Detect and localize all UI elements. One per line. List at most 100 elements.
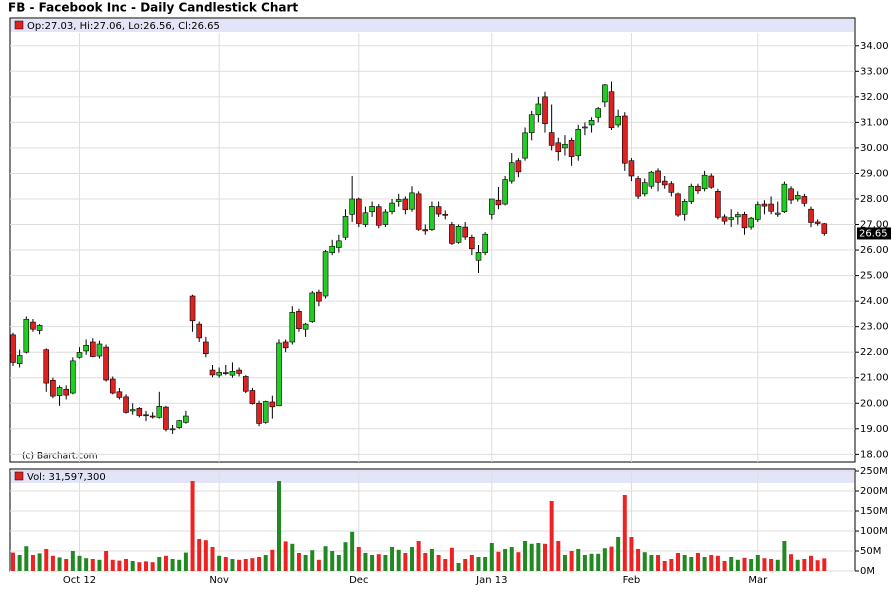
volume-bar: [316, 559, 321, 571]
x-tick-label: Jan 13: [475, 575, 507, 586]
legend-text: Op:27.03, Hi:27.06, Lo:26.56, Cl:26.65: [27, 21, 220, 32]
volume-bar: [223, 557, 228, 571]
volume-bar: [642, 552, 647, 571]
candle-body: [535, 103, 542, 116]
candle-body: [602, 84, 608, 103]
y-tick-label: 30.00: [860, 143, 889, 154]
volume-bar: [243, 559, 248, 571]
volume-bar: [303, 555, 308, 571]
volume-bar: [90, 559, 95, 571]
volume-bar: [230, 559, 235, 571]
candle-body: [183, 415, 189, 423]
volume-bar: [24, 546, 29, 571]
candle-body: [196, 323, 202, 339]
volume-bar: [775, 559, 780, 571]
volume-bar: [609, 546, 614, 571]
candle-body: [269, 401, 276, 408]
volume-bar: [177, 559, 182, 571]
y-tick-label: 23.00: [860, 322, 889, 333]
volume-bar: [283, 541, 288, 571]
candle-body: [342, 216, 349, 238]
volume-bar: [576, 549, 581, 571]
candle-body: [708, 175, 715, 188]
y-tick-label: 27.00: [860, 220, 889, 231]
y-tick-label: 33.00: [860, 66, 889, 77]
volume-bar: [263, 555, 268, 571]
volume-bar: [503, 549, 508, 571]
candle-body: [415, 193, 422, 230]
volume-bar: [323, 546, 328, 571]
volume-bar: [330, 551, 335, 571]
candle-body: [236, 369, 242, 374]
candle-body: [575, 128, 582, 156]
volume-bar: [77, 555, 82, 571]
volume-bar: [749, 559, 754, 571]
volume-bar: [582, 555, 587, 571]
candle-body: [63, 388, 70, 396]
volume-bar: [516, 552, 521, 571]
volume-bar: [669, 559, 674, 571]
volume-bar: [423, 553, 428, 571]
candle-body: [635, 178, 641, 197]
candle-body: [369, 206, 375, 213]
candle-body: [149, 415, 156, 418]
candle-body: [249, 390, 256, 404]
volume-bar: [356, 547, 361, 571]
candle-body: [761, 203, 768, 207]
candle-body: [96, 343, 103, 357]
volume-bar: [549, 501, 554, 571]
candle-body: [30, 321, 36, 330]
volume-bar: [622, 495, 627, 571]
volume-bar: [463, 559, 468, 571]
candle-body: [296, 311, 302, 330]
candle-body: [209, 369, 216, 376]
candle-body: [462, 226, 469, 238]
y-tick-label: 34.00: [860, 41, 889, 52]
y-tick-label: 50M: [860, 546, 881, 557]
x-tick-label: Feb: [623, 575, 641, 586]
candle-body: [276, 342, 282, 407]
legend-swatch: [14, 20, 24, 30]
candle-body: [242, 376, 249, 392]
volume-bar: [755, 555, 760, 571]
candle-body: [216, 372, 222, 376]
volume-bar: [476, 557, 481, 571]
volume-bar: [237, 559, 242, 571]
volume-bar: [416, 541, 421, 571]
y-tick-label: 0M: [860, 566, 875, 577]
volume-bar: [30, 555, 35, 571]
volume-bar: [277, 481, 281, 571]
x-tick-label: Oct 12: [63, 575, 96, 586]
volume-bar: [163, 555, 168, 571]
y-tick-label: 22.00: [860, 347, 889, 358]
volume-bar: [443, 559, 448, 571]
candle-body: [429, 206, 435, 230]
y-tick-label: 21.00: [860, 373, 889, 384]
volume-bar: [509, 547, 514, 571]
volume-bar: [130, 561, 135, 571]
volume-bar: [124, 559, 129, 571]
candle-body: [262, 401, 269, 423]
candle-body: [735, 214, 741, 218]
candle-body: [542, 96, 548, 124]
candle-body: [355, 198, 362, 224]
volume-bar: [150, 562, 155, 571]
candle-body: [774, 212, 781, 215]
volume-bar: [157, 557, 162, 571]
volume-bar: [17, 555, 22, 571]
candle-body: [176, 420, 183, 428]
candle-body: [628, 160, 635, 177]
volume-bar: [702, 557, 707, 571]
volume-bar: [735, 559, 740, 571]
candle-body: [90, 341, 96, 357]
candle-body: [515, 160, 522, 173]
candle-body: [715, 191, 721, 218]
candle-body: [10, 334, 16, 363]
volume-bar: [596, 553, 601, 571]
candle-body: [495, 199, 502, 206]
volume-legend-text: Vol: 31,597,300: [27, 472, 106, 483]
volume-bar: [782, 541, 787, 571]
volume-bar: [383, 555, 388, 571]
candle-body: [455, 226, 462, 243]
